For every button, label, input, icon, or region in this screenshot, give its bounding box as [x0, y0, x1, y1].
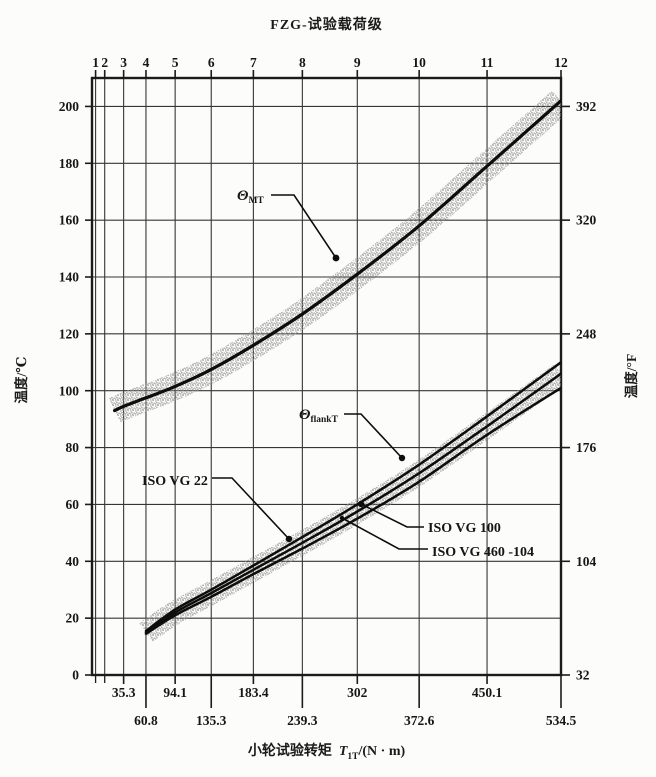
curve-iso-vg-100: [144, 372, 561, 634]
theta-flank-leader-dot: [398, 454, 406, 462]
iso-vg-22-label: ISO VG 22: [142, 474, 208, 489]
x-axis-title: 小轮试验转矩 T1T/(N · m): [92, 740, 561, 762]
y-right-tick-label: 176: [576, 440, 597, 455]
curves-layer: [108, 90, 561, 642]
iso-vg-100-label: ISO VG 100: [428, 521, 501, 536]
y-left-tick-label: 120: [59, 326, 80, 341]
y-left-tick-label: 200: [59, 99, 80, 114]
curve-θmt: [113, 99, 561, 413]
y-left-tick-label: 40: [66, 554, 80, 569]
iso-vg-100-leader-dot: [357, 500, 365, 508]
y-right-tick-label: 248: [576, 326, 597, 341]
y-right-tick-label: 32: [576, 668, 590, 683]
top-axis-tick-label: 9: [354, 55, 361, 70]
theta-mt-leader-line: [271, 194, 337, 259]
x-tick-label-row2: 239.3: [287, 713, 318, 728]
iso-vg-460-leader-dot: [339, 515, 345, 521]
x-tick-label-row1: 450.1: [472, 685, 503, 700]
theta-mt-leader-dot: [332, 254, 340, 262]
x-tick-label-row2: 372.6: [404, 713, 435, 728]
x-axis-title-unit: /(N · m): [358, 744, 406, 759]
x-axis-title-symbol: T: [338, 744, 348, 759]
right-axis: 32 104 176 248 320 392: [561, 99, 597, 683]
iso-vg-22-leader-dot: [285, 535, 293, 543]
x-axis-title-subscript: 1T: [347, 751, 359, 762]
y-right-tick-label: 392: [576, 99, 597, 114]
top-axis-tick-label: 11: [481, 55, 494, 70]
top-axis-tick-label: 4: [143, 55, 150, 70]
x-tick-label-row1: 302: [347, 685, 368, 700]
theta-flank-leader-line: [344, 413, 403, 459]
y-left-tick-label: 80: [66, 440, 80, 455]
y-left-tick-label: 160: [59, 213, 80, 228]
top-axis-tick-label: 3: [120, 55, 127, 70]
x-tick-label-row2: 60.8: [134, 713, 158, 728]
y-left-tick-label: 140: [59, 270, 80, 285]
iso-vg-100-leader-line: [360, 503, 424, 528]
y-axis-left-title: 温度/℃: [14, 356, 29, 404]
theta-mt-label: ΘMT: [237, 188, 264, 206]
curve-iso-vg-22: [144, 361, 561, 633]
top-axis-tick-label: 6: [208, 55, 215, 70]
y-left-tick-label: 20: [66, 611, 80, 626]
curve-iso-vg-460-104: [144, 386, 561, 636]
top-axis-tick-label: 2: [101, 55, 108, 70]
top-axis-tick-label: 5: [172, 55, 179, 70]
top-axis-tick-label: 7: [250, 55, 257, 70]
y-axis-right-title: 温度/°F: [624, 353, 639, 399]
x-axis-title-cn: 小轮试验转矩: [247, 744, 332, 759]
top-axis-tick-label: 8: [299, 55, 306, 70]
x-tick-label-row1: 183.4: [238, 685, 269, 700]
x-tick-label-row2: 135.3: [196, 713, 227, 728]
x-tick-label-row2: 534.5: [546, 713, 577, 728]
iso-vg-460-label: ISO VG 460 -104: [432, 545, 534, 560]
iso-vg-22-leader-line: [212, 477, 290, 540]
top-axis: 1 2 3 4 5 6 7 8 9 10 11 12: [92, 55, 568, 78]
y-left-tick-label: 100: [59, 383, 80, 398]
top-axis-title: FZG-试验载荷级: [270, 18, 383, 33]
x-tick-label-row1: 94.1: [163, 685, 187, 700]
annotations: ΘMT ΘflankT ISO VG 22 ISO VG 100 ISO VG 460 …: [142, 188, 534, 560]
iso-vg-460-leader-line: [341, 517, 428, 550]
top-axis-tick-label: 12: [554, 55, 568, 70]
bottom-axis: 35.3 94.1 183.4 302 450.1 60.8 135.3 239.3 372.6…: [94, 675, 577, 728]
theta-flank-label: ΘflankT: [299, 407, 339, 425]
y-left-tick-label: 60: [66, 497, 80, 512]
y-right-tick-label: 320: [576, 213, 597, 228]
top-axis-tick-label: 1: [92, 55, 99, 70]
x-tick-label-row1: 35.3: [112, 685, 136, 700]
top-axis-tick-label: 10: [412, 55, 426, 70]
left-axis: 0 20 40 60 80 100 120 140 160 180 200: [59, 99, 92, 683]
y-left-tick-label: 180: [59, 156, 80, 171]
y-right-tick-label: 104: [576, 554, 597, 569]
y-left-tick-label: 0: [72, 668, 79, 683]
